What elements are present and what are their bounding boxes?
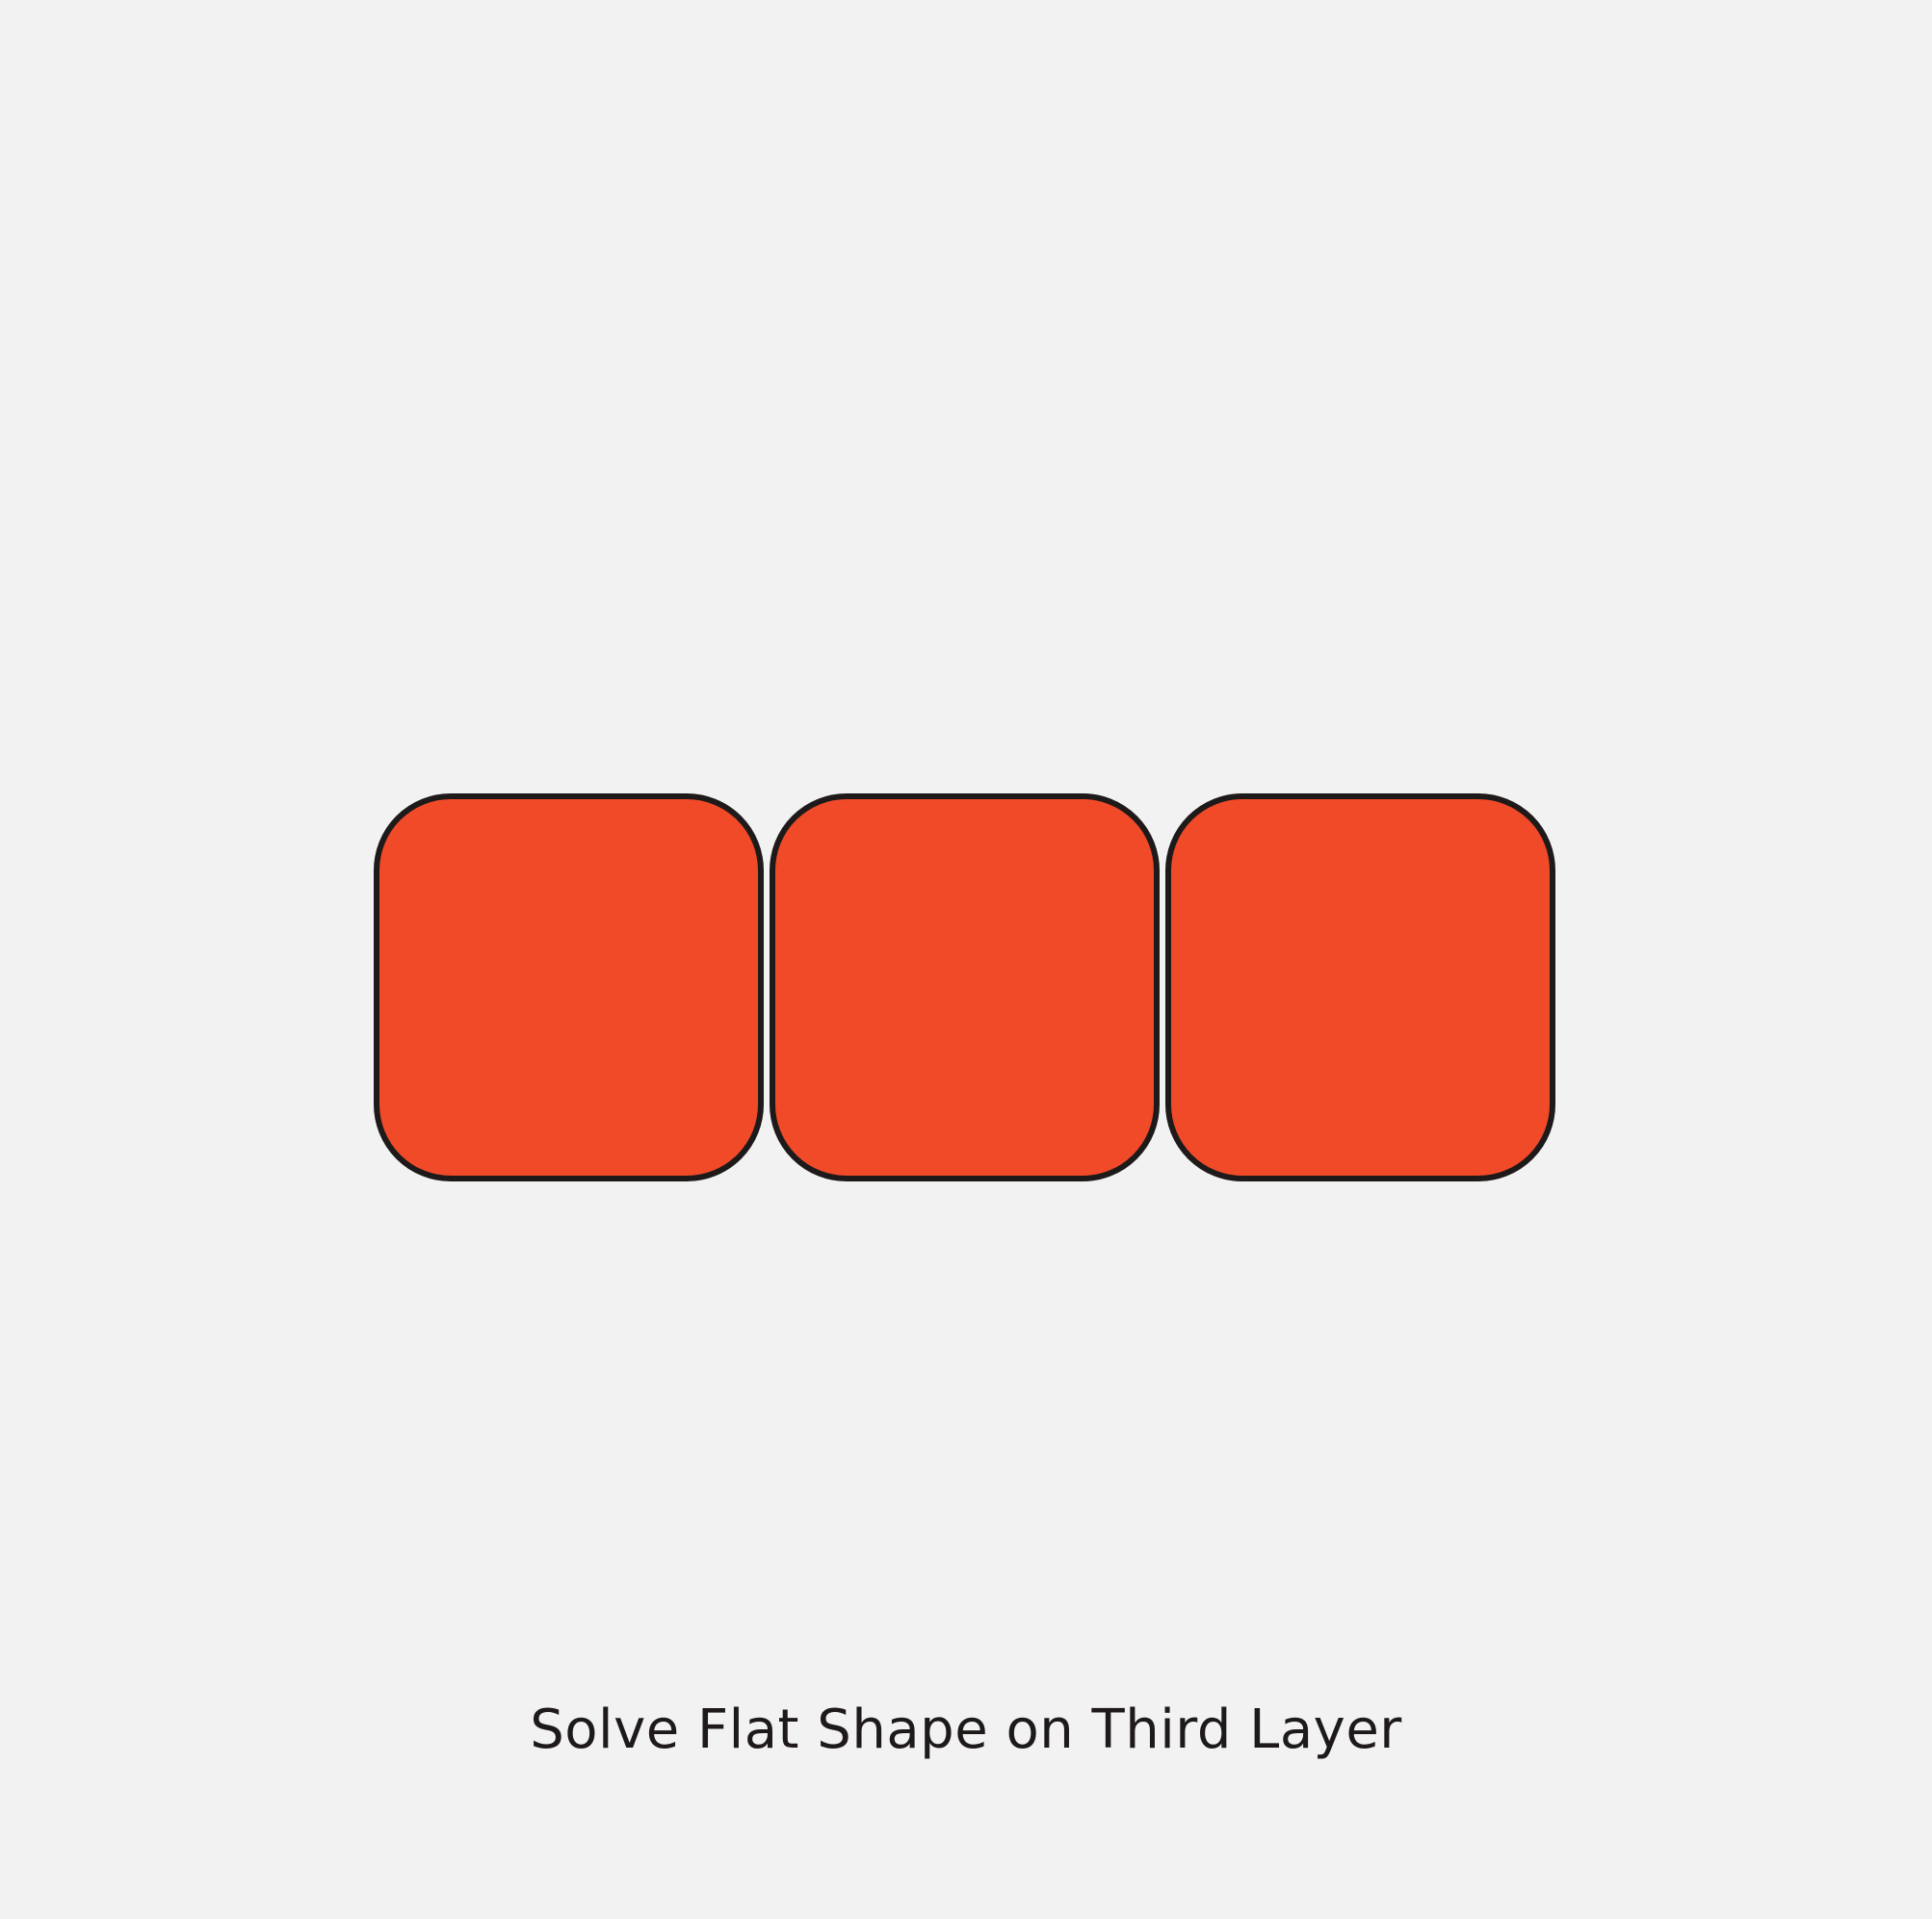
cube-layer-row	[374, 793, 1560, 1186]
cube-tile-right	[1165, 793, 1555, 1181]
cube-tile-left	[374, 793, 764, 1181]
diagram-caption: Solve Flat Shape on Third Layer	[530, 1699, 1402, 1761]
cube-tile-middle	[770, 793, 1160, 1181]
